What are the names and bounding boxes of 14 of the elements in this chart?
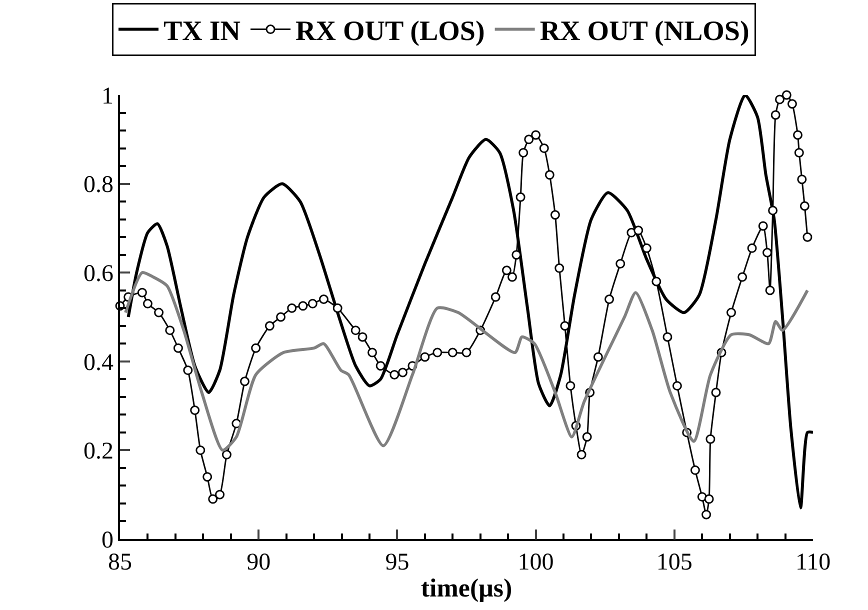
legend-label: RX OUT (NLOS) [540, 16, 750, 48]
legend-label: RX OUT (LOS) [296, 16, 485, 48]
y-tick-label: 0.2 [83, 438, 114, 465]
x-axis-title: time(μs) [420, 574, 512, 603]
x-tick-label: 100 [518, 550, 554, 576]
legend-label: TX IN [164, 16, 241, 48]
y-tick-label: 0.4 [83, 350, 114, 376]
x-tick-label: 90 [246, 550, 271, 576]
x-tick-label: 105 [656, 550, 692, 576]
y-tick-label: 0.8 [83, 172, 114, 198]
y-tick-label: 1 [101, 83, 114, 110]
x-tick-label: 110 [795, 550, 831, 576]
x-tick-label: 95 [385, 550, 410, 576]
y-tick-label: 0.6 [83, 261, 114, 287]
